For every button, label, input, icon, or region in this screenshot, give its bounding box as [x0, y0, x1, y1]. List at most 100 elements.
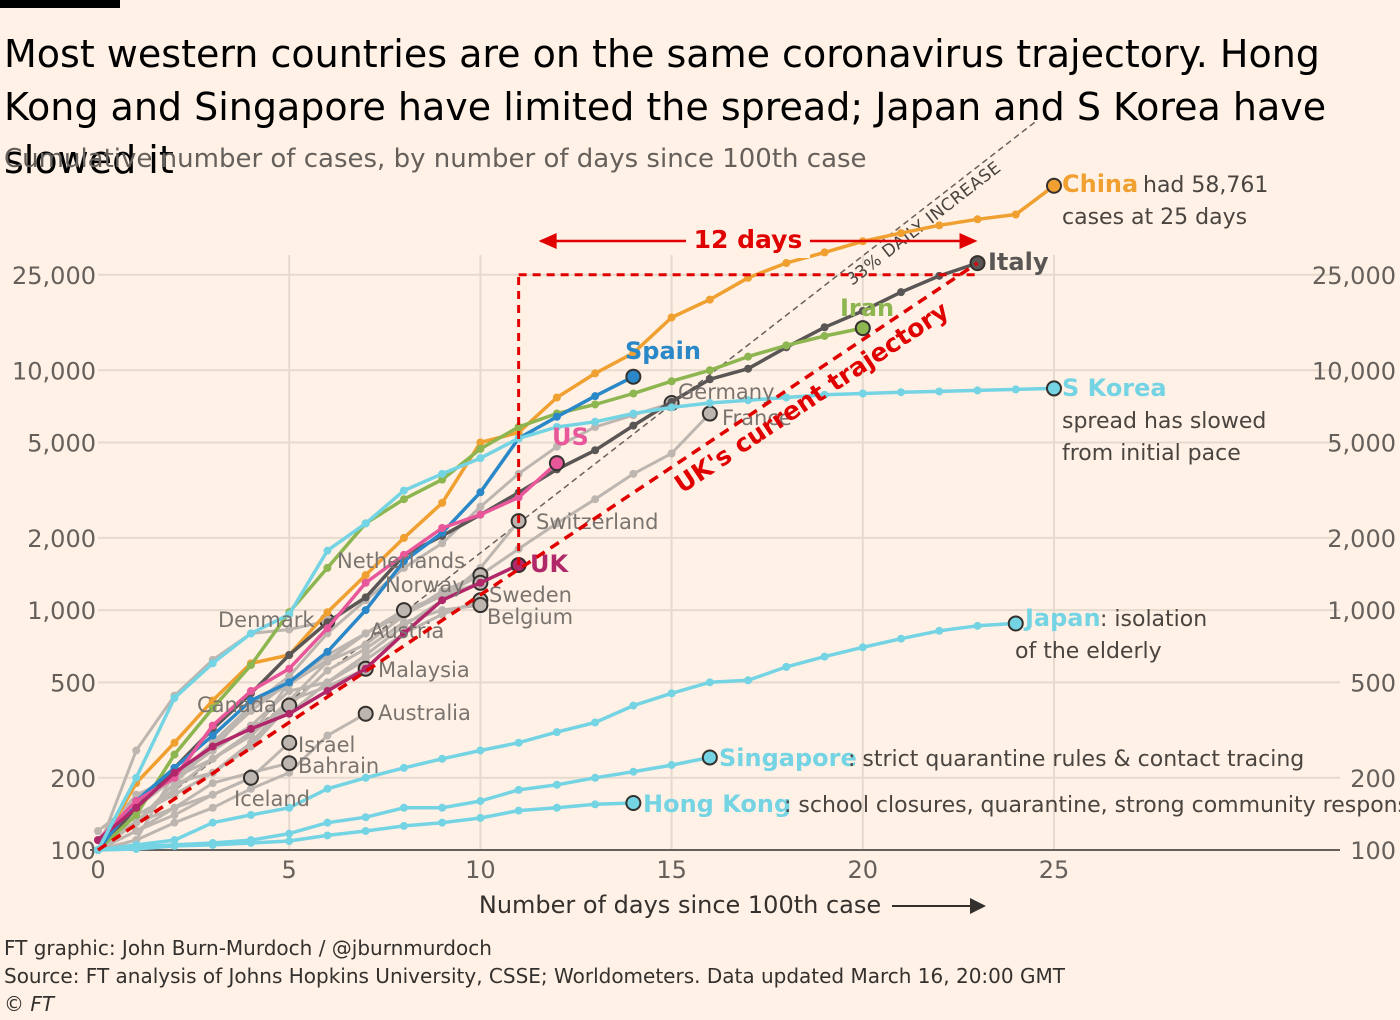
y-tick-label-right: 200: [1350, 765, 1396, 793]
data-point-germany: [476, 502, 485, 511]
x-tick-label: 15: [656, 856, 687, 884]
y-tick-label-left: 100: [50, 837, 96, 865]
data-point-skorea: [858, 389, 867, 398]
data-point-italy: [705, 375, 714, 384]
data-point-hongkong: [246, 838, 255, 847]
series-name-germany: Germany: [678, 380, 775, 404]
data-point-hongkong: [552, 803, 561, 812]
series-name-netherlands: Netherlands: [337, 549, 465, 573]
data-point-china: [782, 259, 791, 267]
data-point-skorea: [552, 423, 561, 432]
endpoint-iceland: [242, 769, 259, 786]
series-line-hongkong: [97, 801, 634, 852]
x-tick-label: 25: [1039, 856, 1070, 884]
series-note-line: had 58,761: [1143, 173, 1268, 198]
y-tick-label-left: 2,000: [27, 525, 96, 553]
data-point-uk: [438, 596, 447, 605]
y-tick-label-left: 25,000: [12, 262, 96, 290]
data-point-japan: [591, 718, 600, 727]
gap-arrow-head-left: [538, 233, 557, 249]
data-point-hongkong: [170, 841, 179, 850]
series-name-iran: Iran: [840, 294, 894, 322]
data-point-skorea: [285, 610, 294, 619]
y-tick-label-right: 10,000: [1312, 357, 1396, 385]
data-point-china: [399, 533, 408, 542]
series-label-malaysia: Malaysia: [378, 658, 470, 682]
series-note-line: : school closures, quarantine, strong co…: [784, 793, 1400, 818]
y-tick-label-right: 2,000: [1327, 525, 1396, 553]
data-point-italy: [667, 397, 676, 406]
series-name-denmark: Denmark: [218, 608, 315, 632]
data-point-singapore: [476, 797, 485, 806]
series-note-china: had 58,761 cases at 25 days: [1062, 173, 1268, 230]
data-point-iran: [170, 750, 179, 759]
series-name-bahrain: Bahrain: [298, 754, 379, 778]
data-point-iceland: [132, 827, 141, 836]
data-point-iran: [132, 810, 141, 819]
series-name-iceland: Iceland: [234, 787, 310, 811]
data-point-belgium: [323, 666, 332, 675]
chart-title: Most western countries are on the same c…: [4, 32, 1327, 182]
endpoint-austria: [395, 602, 412, 619]
endpoint-france: [701, 405, 718, 422]
x-axis-arrow-head: [970, 898, 986, 914]
gap-arrow-head-right: [959, 233, 978, 249]
data-point-italy: [744, 364, 753, 373]
ft-top-bar: [0, 0, 120, 8]
data-point-germany: [438, 539, 447, 548]
y-tick-label-right: 5,000: [1327, 429, 1396, 457]
data-point-hongkong: [285, 837, 294, 846]
series-line-uk: [96, 563, 520, 842]
series-name-singapore: Singapore: [719, 744, 857, 772]
series-label-iceland: Iceland: [234, 787, 310, 811]
data-point-malaysia: [208, 754, 217, 763]
x-tick-label: 0: [90, 856, 105, 884]
data-point-belgium: [361, 644, 370, 653]
data-point-iran: [705, 366, 714, 375]
data-point-japan: [285, 803, 294, 812]
series-label-australia: Australia: [378, 701, 471, 725]
data-point-italy: [858, 307, 867, 316]
series-note-skorea: spread has slowed from initial pace: [1062, 409, 1266, 466]
series-name-china: China: [1062, 170, 1138, 198]
series-label-spain: Spain: [625, 337, 701, 365]
data-point-hongkong: [476, 813, 485, 822]
data-point-singapore: [591, 773, 600, 782]
data-point-japan: [514, 738, 523, 747]
data-point-spain: [285, 678, 294, 687]
data-point-japan: [667, 689, 676, 698]
series-line-skorea: [96, 386, 1055, 851]
data-point-singapore: [629, 767, 638, 776]
data-point-skorea: [1011, 385, 1020, 394]
data-point-singapore: [361, 813, 370, 822]
series-label-italy: Italy: [988, 248, 1049, 276]
data-point-canada: [246, 742, 255, 751]
data-point-spain: [476, 488, 485, 497]
data-point-skorea: [132, 773, 141, 782]
data-point-iran: [782, 341, 791, 350]
endpoint-hongkong: [625, 795, 642, 812]
data-point-denmark: [285, 625, 294, 634]
data-point-china: [438, 498, 447, 507]
series-name-france: France: [722, 406, 792, 430]
series-label-denmark: Denmark: [218, 608, 315, 632]
endpoint-belgium: [472, 597, 489, 614]
series-label-japan: Japan: [1023, 604, 1101, 632]
series-name-uk: UK: [530, 550, 569, 578]
series-note-line: from initial pace: [1062, 441, 1241, 466]
series-name-hongkong: Hong Kong: [643, 790, 791, 818]
data-point-iran: [246, 661, 255, 670]
y-tick-label-left: 5,000: [27, 429, 96, 457]
endpoint-spain: [625, 368, 642, 385]
data-point-us: [438, 523, 447, 532]
data-point-japan: [973, 621, 982, 630]
data-point-skorea: [897, 388, 906, 397]
data-point-bahrain: [132, 818, 141, 827]
data-point-malaysia: [246, 731, 255, 740]
series-name-austria: Austria: [370, 619, 444, 643]
data-point-germany: [94, 827, 102, 836]
endpoint-us: [548, 455, 565, 472]
data-point-hongkong: [591, 800, 600, 809]
series-note-hongkong: : school closures, quarantine, strong co…: [784, 793, 1400, 818]
